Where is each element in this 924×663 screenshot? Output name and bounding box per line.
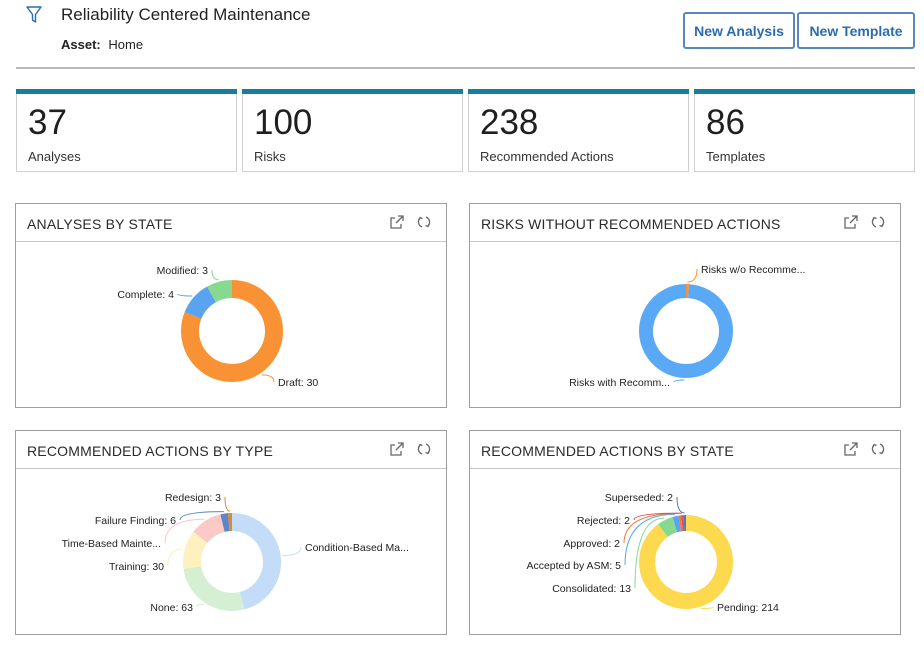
slice-consolidated-13[interactable]	[658, 516, 678, 538]
slice-accepted-by-asm-5[interactable]	[672, 515, 682, 533]
slice-label: Modified: 3	[157, 265, 209, 277]
actions-by-state-donut: Pending: 214 Consolidated: 13 Accepted by …	[526, 492, 779, 614]
card-risks-without-recommended-actions: RISKS WITHOUT RECOMMENDED ACTIONS Risks …	[469, 203, 901, 408]
leader-line	[196, 603, 204, 608]
kpi-risks[interactable]: 100 Risks	[242, 89, 463, 172]
open-external-icon[interactable]	[389, 441, 405, 457]
page-header: Reliability Centered Maintenance Asset: …	[0, 0, 924, 68]
card-title: RECOMMENDED ACTIONS BY STATE	[481, 443, 734, 459]
slice-pending-214[interactable]	[639, 515, 733, 609]
slice-label: None: 63	[150, 602, 193, 614]
kpi-accent-bar	[694, 89, 915, 94]
leader-line	[224, 496, 231, 512]
kpi-templates[interactable]: 86 Templates	[694, 89, 915, 172]
leader-line	[282, 546, 302, 557]
open-external-icon[interactable]	[389, 214, 405, 230]
leader-line	[687, 268, 698, 283]
kpi-accent-bar	[242, 89, 463, 94]
leader-line	[211, 269, 219, 281]
filter-icon[interactable]	[26, 6, 42, 24]
slice-label: Redesign: 3	[165, 492, 221, 504]
open-external-icon[interactable]	[843, 441, 859, 457]
card-header: RECOMMENDED ACTIONS BY STATE	[470, 431, 900, 469]
leader-line	[633, 512, 683, 521]
kpi-value: 100	[254, 103, 313, 142]
risks-without-actions-donut: Risks w/o Recomme... Risks with Recomm...	[569, 264, 805, 389]
refresh-icon[interactable]	[416, 441, 432, 457]
slice-label: Condition-Based Ma...	[305, 542, 409, 554]
asset-breadcrumb: Asset: Home	[61, 37, 143, 52]
card-title: RECOMMENDED ACTIONS BY TYPE	[27, 443, 274, 459]
kpi-label: Recommended Actions	[480, 149, 614, 164]
slice-label: Pending: 214	[717, 602, 779, 614]
asset-label: Asset:	[61, 37, 101, 52]
card-title: RISKS WITHOUT RECOMMENDED ACTIONS	[481, 216, 781, 232]
leader-line	[624, 513, 676, 566]
new-template-button[interactable]: New Template	[797, 12, 915, 49]
refresh-icon[interactable]	[416, 214, 432, 230]
slice-label: Rejected: 2	[577, 515, 630, 527]
new-analysis-button[interactable]: New Analysis	[683, 12, 795, 49]
slice-label: Training: 30	[109, 561, 164, 573]
refresh-icon[interactable]	[870, 214, 886, 230]
kpi-recommended-actions[interactable]: 238 Recommended Actions	[468, 89, 689, 172]
card-header: RISKS WITHOUT RECOMMENDED ACTIONS	[470, 204, 900, 242]
slice-label: Consolidated: 13	[552, 583, 631, 595]
kpi-label: Templates	[706, 149, 766, 164]
slice-label: Superseded: 2	[605, 492, 673, 504]
kpi-analyses[interactable]: 37 Analyses	[16, 89, 237, 172]
kpi-value: 86	[706, 103, 745, 142]
kpi-value: 238	[480, 103, 539, 142]
kpi-label: Analyses	[28, 149, 81, 164]
leader-line	[676, 496, 685, 514]
kpi-accent-bar	[16, 89, 237, 94]
slice-label: Draft: 30	[278, 377, 318, 389]
slice-label: Accepted by ASM: 5	[526, 560, 621, 572]
leader-line	[167, 548, 183, 567]
slice-label: Failure Finding: 6	[95, 515, 176, 527]
leader-line	[164, 518, 205, 544]
refresh-icon[interactable]	[870, 441, 886, 457]
card-analyses-by-state: ANALYSES BY STATE Draft: 30 Complete: 4 Mo…	[15, 203, 447, 408]
leader-line	[673, 379, 685, 383]
slice-training-30[interactable]	[183, 531, 208, 569]
slice-label: Risks with Recomm...	[569, 377, 670, 389]
slice-label: Time-Based Mainte...	[62, 538, 161, 550]
slice-modified-3[interactable]	[207, 280, 233, 303]
slice-draft-30[interactable]	[181, 280, 283, 382]
leader-line	[179, 511, 224, 521]
slice-time-based-mainte[interactable]	[193, 514, 226, 544]
slice-none-63[interactable]	[183, 565, 245, 611]
leader-line	[634, 517, 665, 589]
leader-line	[701, 606, 714, 610]
card-header: ANALYSES BY STATE	[16, 204, 446, 242]
slice-condition-based-ma[interactable]	[231, 513, 281, 610]
analyses-by-state-donut: Draft: 30 Complete: 4 Modified: 3	[117, 265, 318, 389]
asset-value[interactable]: Home	[108, 37, 144, 52]
slice-label: Risks w/o Recomme...	[701, 264, 805, 276]
card-header: RECOMMENDED ACTIONS BY TYPE	[16, 431, 446, 469]
slice-complete-4[interactable]	[184, 286, 217, 320]
slice-failure-finding-6[interactable]	[220, 513, 230, 532]
page-title: Reliability Centered Maintenance	[61, 5, 311, 24]
kpi-label: Risks	[254, 149, 286, 164]
card-recommended-actions-by-state: RECOMMENDED ACTIONS BY STATE Pending: 21…	[469, 430, 901, 635]
card-recommended-actions-by-type: RECOMMENDED ACTIONS BY TYPE Condition-Ba…	[15, 430, 447, 635]
slice-label: Approved: 2	[563, 538, 620, 550]
slice-label: Complete: 4	[117, 289, 174, 301]
leader-line	[261, 374, 275, 383]
kpi-value: 37	[28, 103, 67, 142]
leader-line	[177, 293, 193, 297]
slice-risks-with-recomm[interactable]	[639, 284, 733, 378]
open-external-icon[interactable]	[843, 214, 859, 230]
header-divider	[16, 67, 915, 69]
actions-by-type-donut: Condition-Based Ma... None: 63 Training: 3…	[62, 492, 409, 614]
card-title: ANALYSES BY STATE	[27, 216, 173, 232]
kpi-accent-bar	[468, 89, 689, 94]
